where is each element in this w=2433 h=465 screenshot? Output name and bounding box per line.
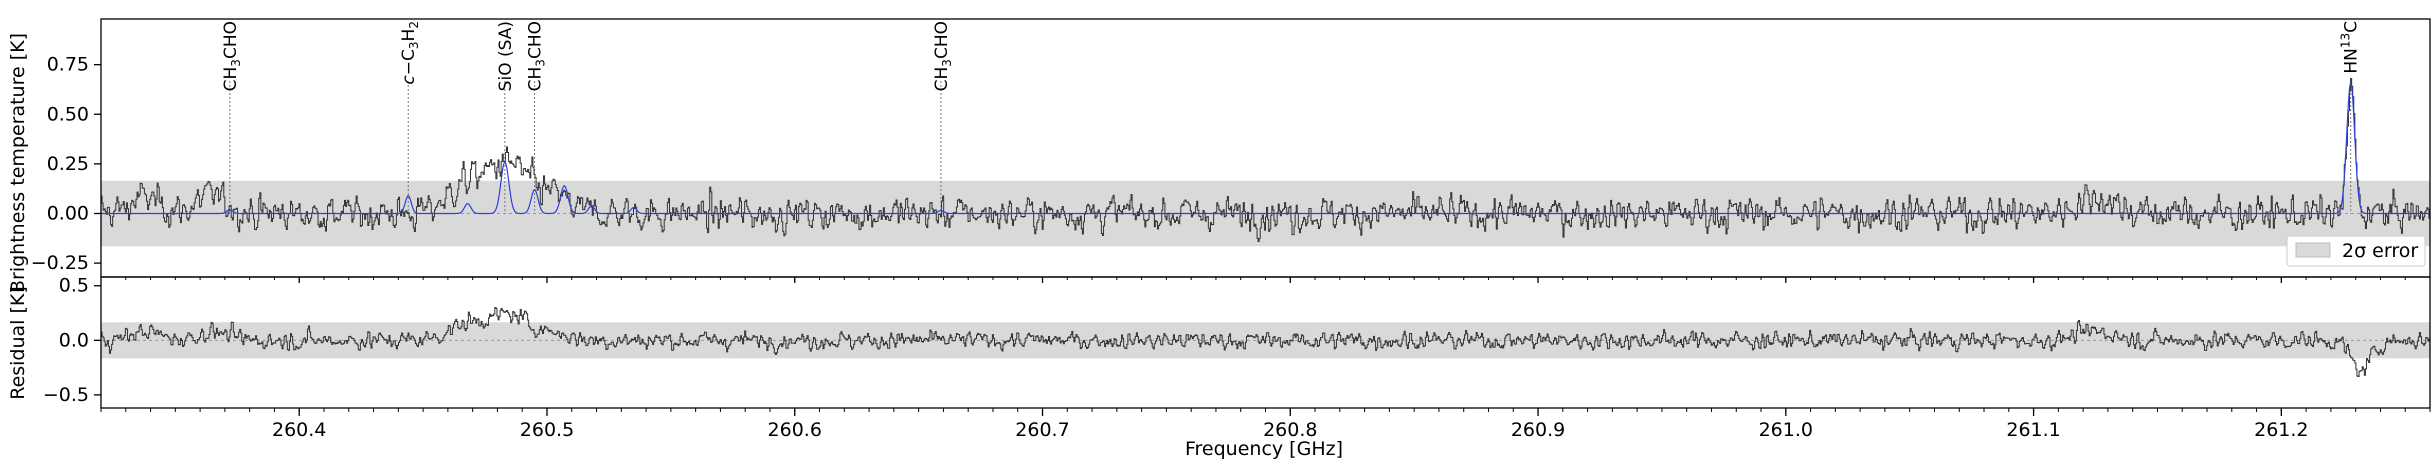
- bottom-y-tick-label: −0.5: [43, 384, 89, 406]
- top-panel: CH3CHO c−C3H2 SiO (SA) CH3CHO CH3CHO HN13C −0…: [7, 18, 2431, 293]
- top-y-tick-label: 0.75: [47, 54, 89, 76]
- line-marker-label: CH3CHO: [932, 21, 954, 91]
- legend: 2σ error: [2286, 235, 2426, 267]
- line-marker-label: CH3CHO: [526, 21, 548, 91]
- x-tick-label: 260.5: [520, 419, 574, 441]
- x-tick-label: 261.0: [1759, 419, 1813, 441]
- top-y-tick-label: 0.50: [47, 103, 89, 125]
- bottom-y-tick-label: 0.0: [59, 329, 89, 351]
- x-tick-label: 260.6: [768, 419, 822, 441]
- top-y-tick-label: −0.25: [31, 252, 89, 274]
- bottom-y-ticks: −0.5 0.0 0.5: [43, 275, 101, 406]
- residual-line: [101, 307, 2430, 377]
- line-marker-label: SiO (SA): [496, 21, 516, 91]
- top-y-tick-label: 0.25: [47, 153, 89, 175]
- legend-label: 2σ error: [2342, 240, 2418, 262]
- bottom-y-tick-label: 0.5: [59, 275, 89, 297]
- top-y-ticks: −0.25 0.00 0.25 0.50 0.75: [31, 54, 101, 274]
- top-y-tick-label: 0.00: [47, 202, 89, 224]
- x-tick-label: 261.2: [2254, 419, 2308, 441]
- x-tick-label: 260.9: [1511, 419, 1565, 441]
- top-x-ticks: [100, 277, 2431, 283]
- bottom-panel: −0.50.00.5 260.4 260.5 260.6 260.7 260.8 260.…: [7, 275, 2431, 460]
- x-tick-label: 261.1: [2006, 419, 2060, 441]
- x-tick-label: 260.7: [1015, 419, 1069, 441]
- x-tick-label: 260.4: [272, 419, 326, 441]
- line-marker-label: HN13C: [2339, 21, 2362, 74]
- legend-swatch: [2295, 242, 2331, 258]
- x-tick-label: 260.8: [1263, 419, 1317, 441]
- line-markers: CH3CHO c−C3H2 SiO (SA) CH3CHO CH3CHO HN13C: [221, 21, 2362, 214]
- line-marker-label: c−C3H2: [399, 21, 421, 85]
- bottom-y-axis-label: Residual [K]: [7, 286, 29, 400]
- bottom-x-ticks: 260.4 260.5 260.6 260.7 260.8 260.9 261.0 261.1…: [100, 408, 2431, 441]
- x-axis-label: Frequency [GHz]: [1185, 438, 1343, 460]
- line-marker-label: CH3CHO: [221, 21, 243, 91]
- model-spectrum-line: [101, 82, 2429, 215]
- top-y-axis-label: Brightness temperature [K]: [7, 33, 29, 293]
